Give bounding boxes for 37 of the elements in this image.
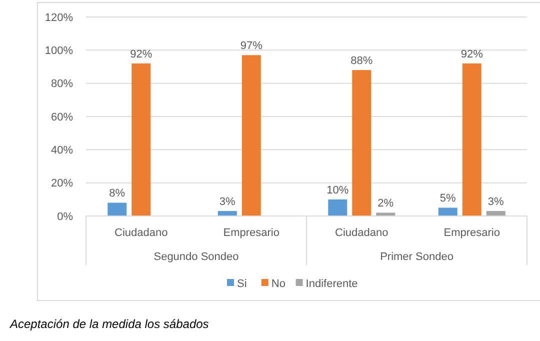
bar xyxy=(328,199,348,216)
data-label: 3% xyxy=(219,196,236,208)
x-tick-label: Empresario xyxy=(444,227,500,239)
legend-label: Indiferente xyxy=(306,278,358,290)
data-label: 92% xyxy=(130,48,152,60)
data-label: 8% xyxy=(109,188,126,200)
x-tick-label: Empresario xyxy=(223,227,280,239)
legend-label: No xyxy=(271,278,286,290)
text: Aceptación de la medida los sábados xyxy=(9,317,209,331)
bar xyxy=(438,208,458,216)
bar xyxy=(486,211,506,216)
bar xyxy=(108,202,127,216)
y-tick-label: 80% xyxy=(50,78,74,90)
y-tick-label: 40% xyxy=(50,144,74,157)
data-label: 92% xyxy=(460,48,484,60)
data-label: 97% xyxy=(240,40,263,52)
bar xyxy=(376,212,396,216)
text: Segundo Sondeo xyxy=(154,251,239,263)
x-tick-label: Ciudadano xyxy=(114,227,168,239)
bar xyxy=(218,211,237,216)
data-label: 3% xyxy=(488,196,504,208)
data-label: 10% xyxy=(326,184,349,196)
data-label: 2% xyxy=(378,198,394,210)
bar xyxy=(242,55,261,216)
bar xyxy=(352,70,372,216)
legend-label: Si xyxy=(237,278,247,290)
bar xyxy=(132,63,151,216)
y-tick-label: 60% xyxy=(50,111,74,124)
y-tick-label: 100% xyxy=(44,45,74,58)
y-tick-label: 20% xyxy=(50,178,74,190)
x-tick-label: Ciudadano xyxy=(335,227,388,239)
text: Primer Sondeo xyxy=(380,251,454,263)
y-tick-label: 120% xyxy=(44,12,74,24)
bar xyxy=(462,63,482,216)
y-tick-label: 0% xyxy=(57,210,74,223)
data-label: 88% xyxy=(350,55,373,68)
data-label: 5% xyxy=(440,192,456,205)
